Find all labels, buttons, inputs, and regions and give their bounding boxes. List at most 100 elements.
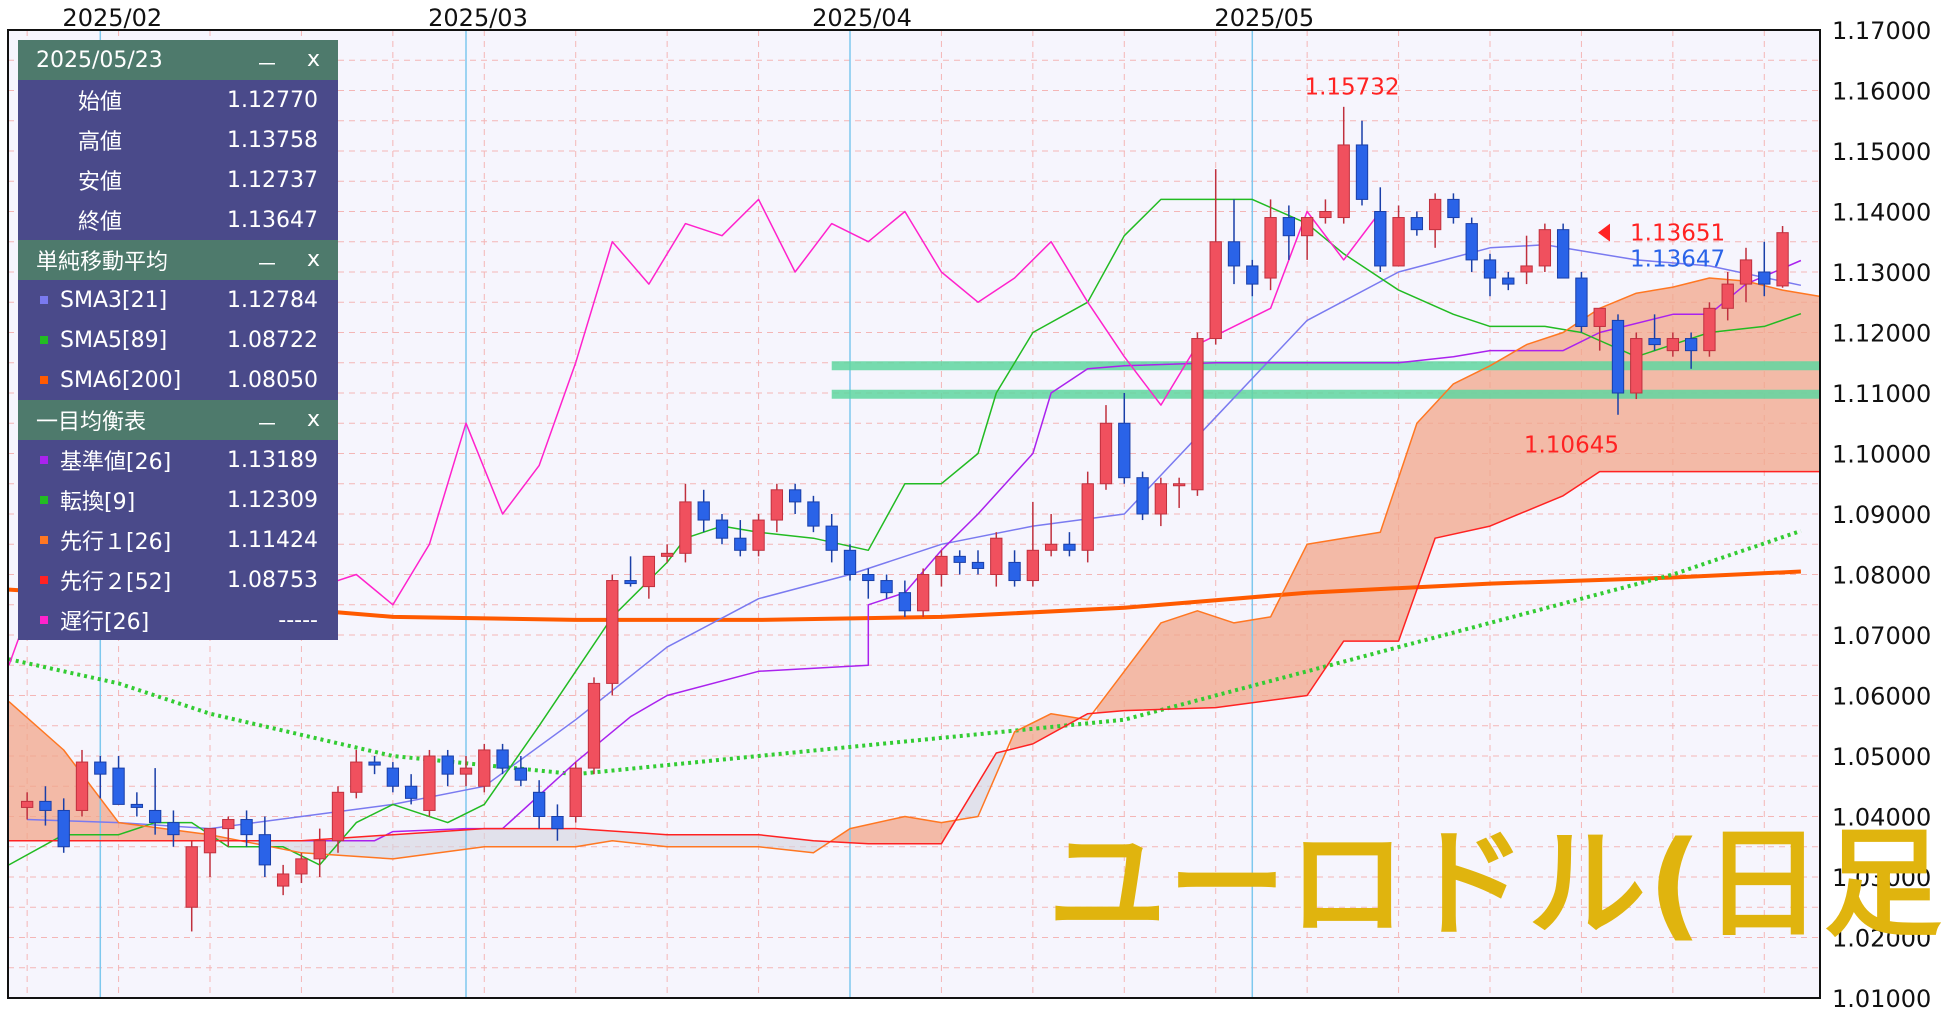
ichimoku-value: 1.12309 [227,487,318,513]
candle-body [94,761,107,775]
candle-body [331,791,345,842]
candle-up [1520,235,1533,285]
candle-body [1227,241,1241,267]
ichimoku-value: 1.13189 [227,447,318,473]
candle-body [130,803,144,808]
ichimoku-label: 先行２[52] [60,570,172,595]
candle-down [1008,550,1021,587]
candle-up [642,555,656,599]
candle-body [715,519,729,539]
candle-body [1300,217,1314,237]
ohlc-minimize-button[interactable]: － [255,53,278,78]
candle-up [1630,332,1643,400]
candle-body [587,682,601,769]
candle-up [203,828,217,877]
sma-close-button[interactable]: x [306,247,320,272]
candle-body [1246,265,1259,285]
candle-down [880,574,893,599]
candle-up [1300,217,1314,260]
candle-up [276,864,290,896]
candle-body [478,749,491,787]
candle-body [57,809,70,848]
candle-up [185,840,198,932]
sma-value: 1.08050 [227,367,318,393]
candle-body [295,858,308,875]
ichimoku-value: 1.08753 [227,567,318,593]
candle-body [1264,217,1277,279]
ohlc-panel: 2025/05/23 － x 始値 1.12770 高値 1.13758 安値 1.1… [18,40,338,640]
candle-body [386,767,400,787]
legend-swatch-sma5 [40,336,48,344]
ohlc-row-high: 高値 1.13758 [18,120,338,160]
candle-body [1355,144,1369,200]
chart-title: ユーロドル(日足) [1048,815,1952,953]
candle-down [39,786,52,826]
candle-body [1410,217,1424,231]
candle-body [898,592,912,612]
candle-body [148,809,162,824]
candle-down [1447,193,1460,224]
candle-body [1447,198,1460,219]
ohlc-date: 2025/05/23 [36,47,163,73]
y-tick-label: 1.05000 [1832,743,1931,771]
candle-up [75,749,89,817]
y-tick-label: 1.08000 [1832,562,1931,590]
candle-up [1026,501,1040,587]
ohlc-value: 1.12770 [227,87,318,113]
ichimoku-row: 基準値[26] 1.13189 [18,440,338,480]
candle-body [1538,229,1552,267]
candle-body [514,767,528,781]
candle-up [1739,247,1753,303]
ohlc-close-button[interactable]: x [306,47,320,72]
candle-down [1575,272,1588,333]
ichimoku-panel-header: 一目均衡表 － x [18,400,338,440]
candle-down [734,520,747,557]
y-tick-label: 1.12000 [1832,320,1931,348]
series-先行２52 [8,470,1820,845]
y-tick-label: 1.16000 [1832,78,1931,106]
ohlc-row-close: 終値 1.13647 [18,200,338,240]
candle-down [1118,393,1131,484]
y-tick-label: 1.07000 [1832,622,1931,650]
candle-down [496,743,509,775]
cloud-bearish [959,750,1006,820]
candle-body [313,840,326,860]
ichimoku-label: 転換[9] [60,490,136,515]
candle-body [788,489,802,503]
candle-body [1118,422,1131,479]
candle-body [1666,338,1680,352]
current-price-bid: 1.13651 [1630,221,1725,247]
ohlc-label: 終値 [78,210,123,235]
y-tick-label: 1.09000 [1832,501,1931,529]
candle-down [57,798,70,853]
sma-panel-header: 単純移動平均 － x [18,240,338,280]
candle-body [1209,241,1222,340]
legend-swatch-chikou [40,616,48,624]
candle-down [167,810,180,847]
ichimoku-close-button[interactable]: x [306,407,320,432]
candle-body [1282,217,1296,237]
candle-body [185,846,198,908]
sma-minimize-button[interactable]: － [255,253,278,278]
cloud-bullish [1010,713,1079,750]
candle-body [1026,549,1040,582]
series-sma589 [8,529,1802,777]
cloud-bullish [831,816,956,844]
candle-body [532,791,546,817]
candle-body [642,555,656,588]
candle-body [1721,283,1734,309]
candle-body [441,755,454,775]
candle-up [1593,307,1606,351]
candle-body [39,800,52,811]
ohlc-panel-header: 2025/05/23 － x [18,40,338,80]
candle-down [1282,205,1296,260]
candle-down [624,556,637,587]
candle-up [313,828,326,877]
candle-down [1465,217,1478,272]
ichimoku-minimize-button[interactable]: － [255,413,278,438]
candle-body [1008,561,1021,582]
current-price-ask: 1.13647 [1630,247,1725,273]
candle-down [1648,314,1661,351]
ichimoku-label: 先行１[26] [60,530,172,555]
candle-body [203,828,217,854]
